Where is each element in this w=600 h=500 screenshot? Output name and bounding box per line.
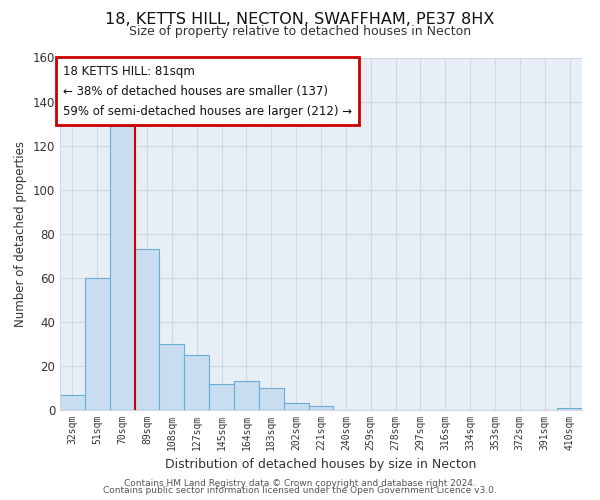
- Bar: [160, 344, 184, 410]
- Text: 18 KETTS HILL: 81sqm
← 38% of detached houses are smaller (137)
59% of semi-deta: 18 KETTS HILL: 81sqm ← 38% of detached h…: [62, 64, 352, 118]
- Bar: [209, 384, 234, 410]
- Bar: [308, 406, 334, 410]
- Bar: [60, 394, 85, 410]
- X-axis label: Distribution of detached houses by size in Necton: Distribution of detached houses by size …: [166, 458, 476, 471]
- Bar: [284, 404, 308, 410]
- Bar: [110, 126, 134, 410]
- Text: Contains public sector information licensed under the Open Government Licence v3: Contains public sector information licen…: [103, 486, 497, 495]
- Bar: [557, 408, 582, 410]
- Y-axis label: Number of detached properties: Number of detached properties: [14, 141, 27, 327]
- Text: 18, KETTS HILL, NECTON, SWAFFHAM, PE37 8HX: 18, KETTS HILL, NECTON, SWAFFHAM, PE37 8…: [106, 12, 494, 28]
- Text: Size of property relative to detached houses in Necton: Size of property relative to detached ho…: [129, 25, 471, 38]
- Bar: [259, 388, 284, 410]
- Bar: [85, 278, 110, 410]
- Bar: [234, 382, 259, 410]
- Bar: [134, 249, 160, 410]
- Text: Contains HM Land Registry data © Crown copyright and database right 2024.: Contains HM Land Registry data © Crown c…: [124, 478, 476, 488]
- Bar: [184, 355, 209, 410]
